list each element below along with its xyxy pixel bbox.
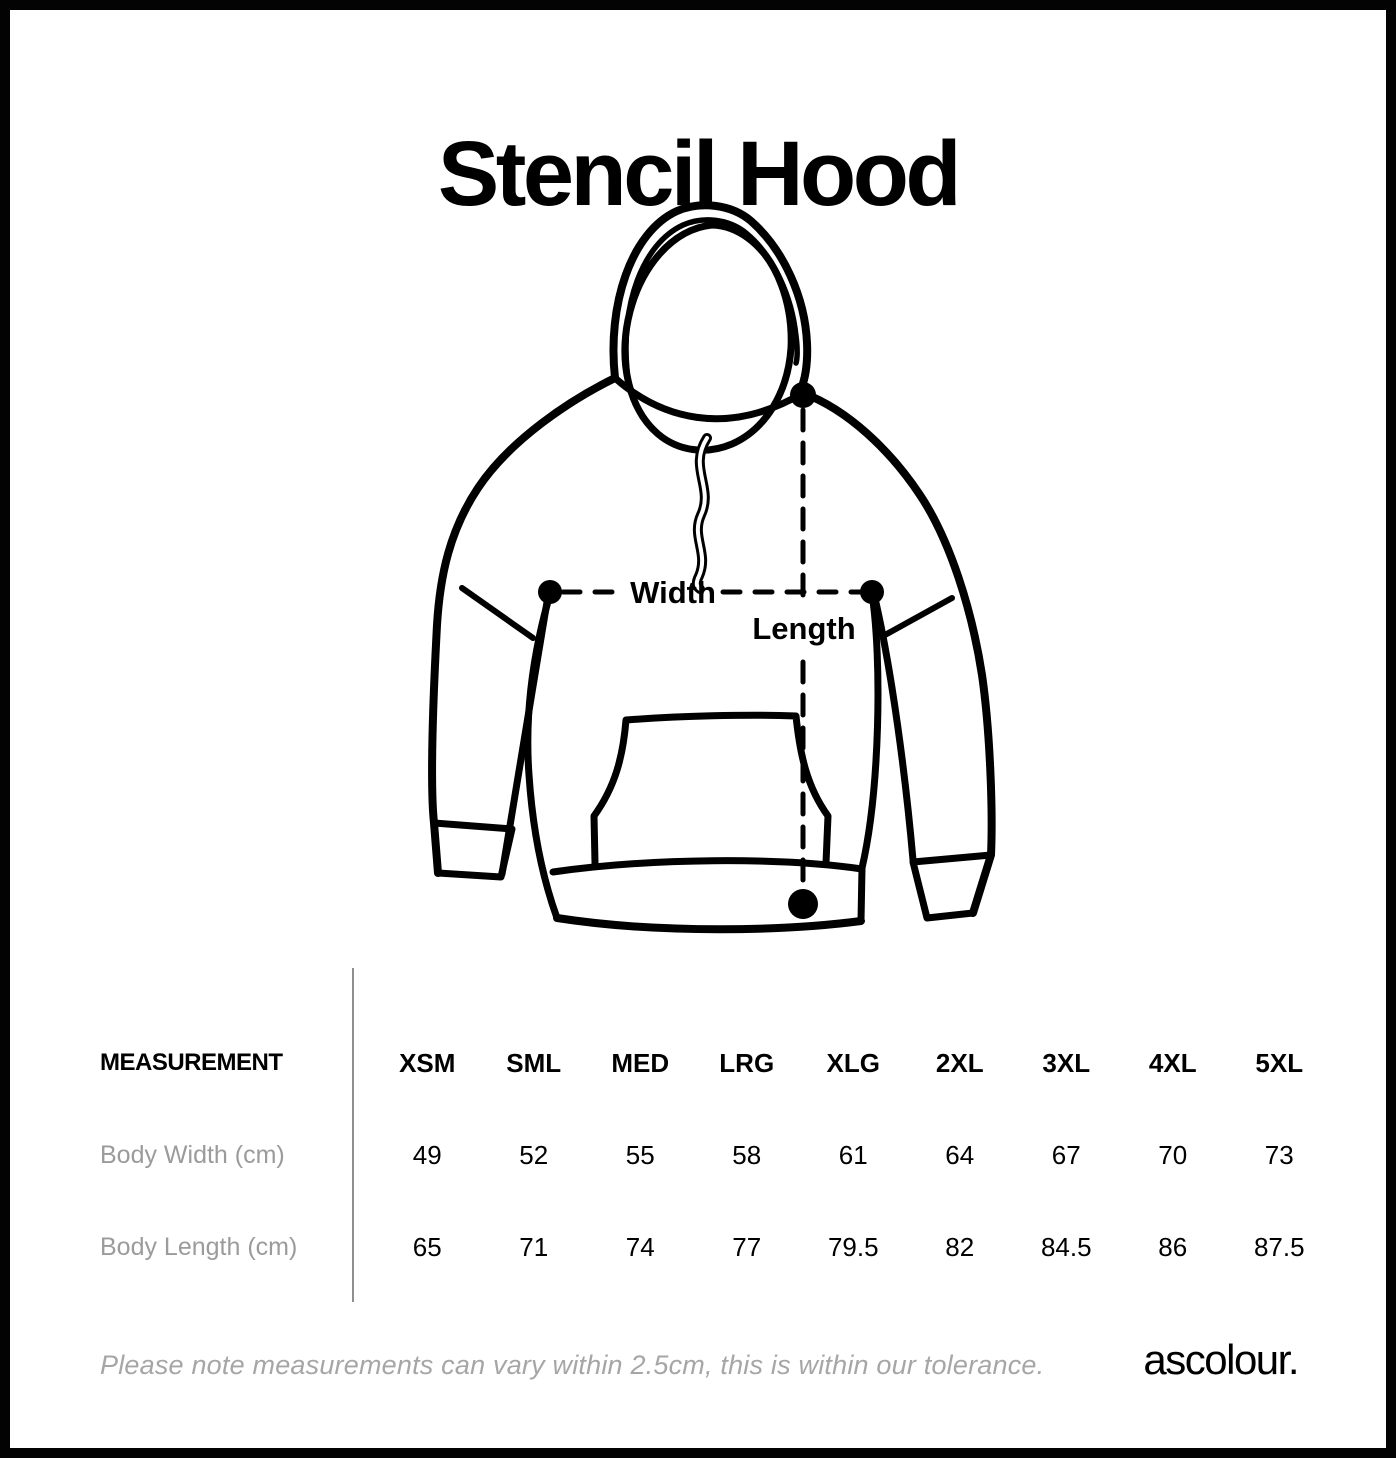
hood-outer-outline [609,201,812,395]
size-header-sml: SML [506,1047,562,1078]
size-table: MEASUREMENT XSM SML MED LRG XLG 2XL 3XL … [90,1017,1333,1293]
body-length-2xl: 82 [945,1231,975,1262]
tolerance-note: Please note measurements can vary within… [100,1350,1045,1380]
row-label-body-length: Body Length (cm) [100,1232,298,1261]
right-sleeve-seam [870,590,917,864]
body-width-3xl: 67 [1051,1139,1081,1170]
body-length-3xl: 84.5 [1040,1231,1092,1262]
left-shoulder-seam [459,585,536,641]
body-width-xsm: 49 [412,1139,442,1170]
hood-inner-rim [623,217,800,373]
body-width-xlg: 61 [838,1139,868,1170]
table-divider-line [352,968,354,1302]
hem-band-top [549,857,866,876]
body-length-med: 74 [625,1231,655,1262]
measurement-header: MEASUREMENT [100,1049,283,1076]
row-label-body-width: Body Width (cm) [100,1140,285,1169]
hood-flap-cross [611,374,807,423]
hood-opening [621,221,795,454]
body-width-4xl: 70 [1158,1139,1188,1170]
size-header-lrg: LRG [719,1047,775,1078]
right-body-edge [857,590,882,925]
body-length-xlg: 79.5 [827,1231,879,1262]
left-sleeve-outline [428,374,619,877]
hoodie-diagram: Width Length [428,201,996,934]
length-dot-top [790,382,816,408]
body-width-2xl: 64 [945,1139,975,1170]
body-length-4xl: 86 [1158,1231,1188,1262]
body-width-lrg: 58 [732,1139,762,1170]
right-sleeve-outline [799,389,996,917]
body-width-5xl: 73 [1264,1139,1294,1170]
right-cuff [909,851,995,922]
right-shoulder-seam [882,595,955,638]
size-header-4xl: 4XL [1148,1047,1197,1078]
length-dot-bottom [788,889,818,919]
width-dot-right [860,580,884,604]
drawstring-core [694,436,709,591]
length-label: Length [752,611,855,646]
brand-logo: ascolour. [1143,1336,1299,1383]
left-body-edge [524,590,561,922]
width-label: Width [630,575,716,610]
footer: Please note measurements can vary within… [100,1336,1299,1384]
body-length-sml: 71 [519,1231,549,1262]
body-length-5xl: 87.5 [1253,1231,1305,1262]
width-dot-left [538,580,562,604]
size-header-xsm: XSM [399,1047,456,1078]
body-length-lrg: 77 [732,1231,762,1262]
size-header-med: MED [611,1047,670,1078]
size-header-5xl: 5XL [1255,1047,1304,1078]
kangaroo-pocket [590,711,832,867]
body-width-sml: 52 [519,1139,549,1170]
size-header-3xl: 3XL [1042,1047,1091,1078]
body-width-med: 55 [625,1139,655,1170]
hem-band-bottom [553,914,865,934]
size-header-2xl: 2XL [935,1047,984,1078]
body-length-xsm: 65 [412,1231,442,1262]
size-header-xlg: XLG [826,1047,880,1078]
